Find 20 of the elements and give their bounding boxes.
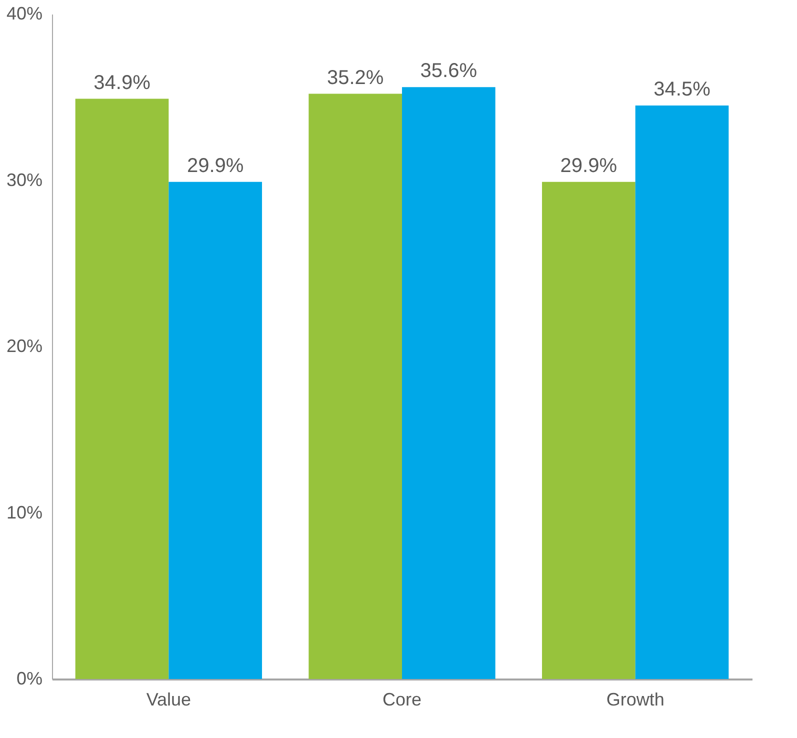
y-tick-label: 20%	[6, 336, 42, 356]
bar	[402, 87, 496, 679]
data-label: 35.6%	[420, 60, 478, 82]
data-label: 29.9%	[186, 154, 244, 177]
data-label: 35.2%	[326, 66, 384, 89]
y-tick-label: 10%	[6, 502, 42, 522]
x-tick-label: Core	[382, 690, 422, 710]
x-tick-label: Growth	[606, 690, 664, 710]
y-tick-label: 30%	[6, 170, 42, 190]
data-label: 34.9%	[94, 72, 151, 94]
y-tick-label: 0%	[16, 668, 42, 688]
y-tick-label: 40%	[6, 4, 42, 24]
data-label: 29.9%	[560, 154, 618, 177]
data-label: 34.5%	[654, 78, 711, 100]
bar	[308, 94, 402, 679]
bar	[75, 98, 169, 679]
bar	[635, 105, 729, 679]
x-tick-label: Value	[146, 690, 192, 710]
bar	[542, 182, 636, 679]
bar	[168, 182, 262, 679]
